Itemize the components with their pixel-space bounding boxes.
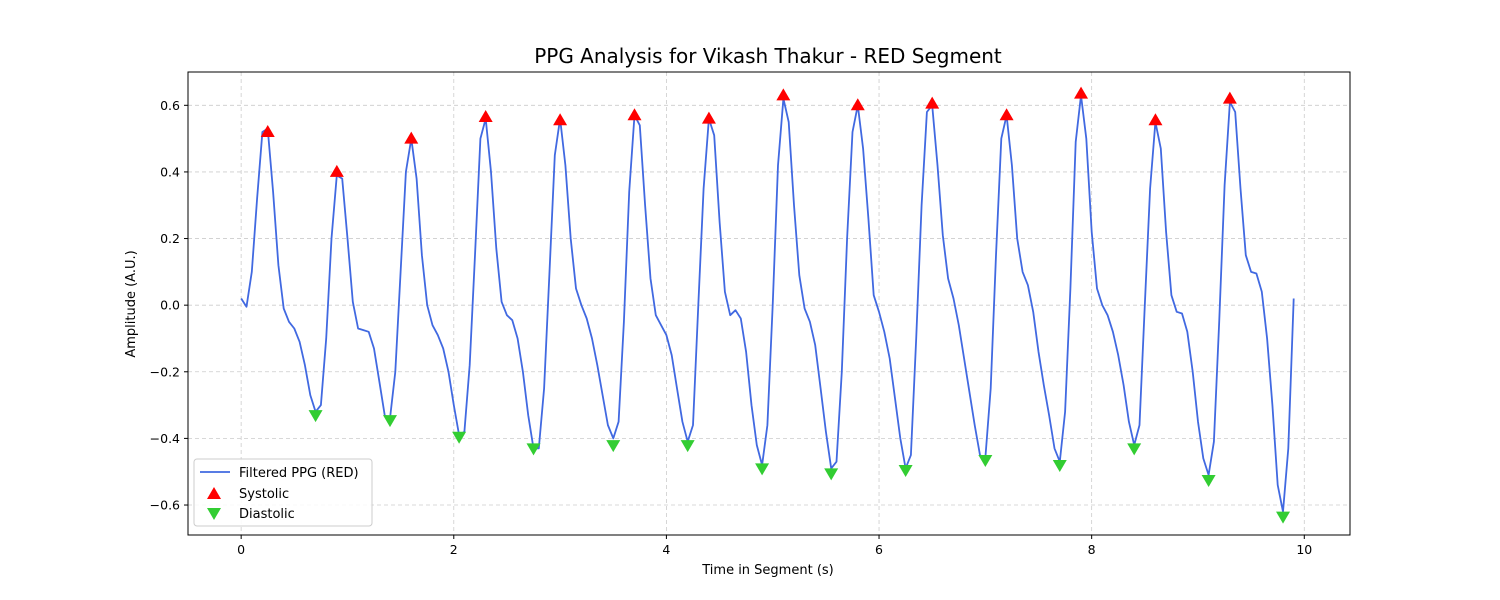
systolic-marker [478, 109, 493, 122]
legend-frame [193, 458, 373, 527]
y-tick-label: −0.6 [150, 498, 180, 513]
diastolic-marker [680, 440, 695, 453]
legend-label-systolic: Systolic [239, 487, 289, 502]
y-tick-label: −0.4 [150, 431, 180, 446]
grid [188, 72, 1350, 535]
x-tick-label: 2 [450, 542, 458, 557]
y-tick-label: 0.6 [160, 98, 180, 113]
x-tick-label: 4 [662, 542, 670, 557]
systolic-marker [925, 96, 940, 109]
axis-ticks: 0 2 4 6 8 10 −0.6 −0.4 −0.2 0.0 0.2 0.4 0.6 [150, 98, 1313, 557]
x-tick-label: 0 [237, 542, 245, 557]
diastolic-marker [382, 415, 397, 428]
systolic-marker [404, 131, 419, 144]
diastolic-marker [1201, 475, 1216, 488]
systolic-marker [627, 108, 642, 121]
diastolic-marker [898, 465, 913, 478]
systolic-marker [701, 111, 716, 124]
diastolic-marker [1052, 460, 1067, 473]
plot-area [240, 86, 1295, 524]
y-tick-label: −0.2 [150, 364, 180, 379]
x-tick-label: 6 [875, 542, 883, 557]
x-axis-label: Time in Segment (s) [701, 563, 833, 578]
y-tick-label: 0.2 [160, 231, 180, 246]
legend: Filtered PPG (RED) Systolic Diastolic [193, 458, 373, 527]
systolic-marker [329, 164, 344, 177]
diastolic-marker [606, 440, 621, 453]
legend-triangle-down-icon [207, 508, 221, 520]
diastolic-marker [526, 443, 541, 456]
systolic-marker [1222, 91, 1237, 104]
legend-label-filtered: Filtered PPG (RED) [239, 466, 359, 481]
diastolic-marker [452, 431, 467, 444]
systolic-marker [776, 88, 791, 101]
plot-frame [187, 71, 1351, 536]
systolic-marker [260, 124, 275, 137]
x-tick-label: 10 [1296, 542, 1312, 557]
diastolic-marker [1276, 511, 1291, 524]
legend-triangle-up-icon [207, 487, 221, 499]
diastolic-marker [308, 410, 323, 423]
systolic-marker [850, 98, 865, 111]
y-tick-label: 0.0 [160, 298, 180, 313]
diastolic-marker [824, 468, 839, 481]
y-axis-label: Amplitude (A.U.) [124, 250, 139, 357]
diastolic-marker [755, 463, 770, 476]
systolic-marker [1148, 113, 1163, 126]
legend-label-diastolic: Diastolic [239, 507, 295, 522]
systolic-marker [999, 108, 1014, 121]
y-tick-label: 0.4 [160, 164, 180, 179]
diastolic-marker [1127, 443, 1142, 456]
x-tick-label: 8 [1088, 542, 1096, 557]
systolic-marker [1074, 86, 1089, 99]
ppg-signal-line [240, 94, 1295, 513]
systolic-marker [553, 113, 568, 126]
diastolic-marker [978, 455, 993, 468]
chart-title: PPG Analysis for Vikash Thakur - RED Seg… [534, 44, 1002, 68]
